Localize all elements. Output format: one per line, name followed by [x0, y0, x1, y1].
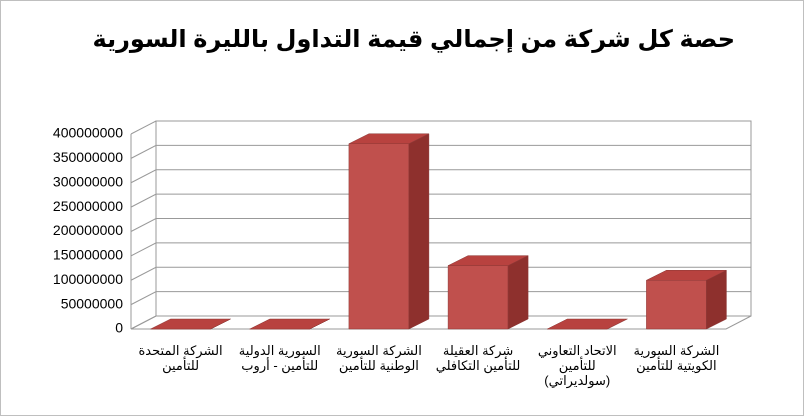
y-tick-label: 150000000: [53, 247, 123, 263]
y-tick-label: 100000000: [53, 271, 123, 287]
bar-top: [348, 133, 430, 144]
x-tick-label: شركة العقيلة للتأمين التكافلي: [435, 343, 521, 373]
grid-line: [130, 144, 751, 159]
bar: [348, 133, 430, 330]
y-tick-label: 200000000: [53, 222, 123, 238]
bar-top: [646, 270, 727, 281]
bar-top: [150, 318, 231, 330]
grid-line: [130, 218, 751, 232]
x-tick-label: الشركة السورية الوطنية للتأمين: [335, 343, 422, 373]
chart-title: حصة كل شركة من إجمالي قيمة التداول باللي…: [92, 26, 735, 53]
bar: [249, 318, 330, 330]
bar: [646, 269, 727, 330]
bar: [547, 318, 628, 330]
grid-line: [130, 291, 751, 306]
bar-front: [447, 265, 509, 330]
bar-side: [706, 269, 727, 330]
grid-line: [130, 193, 751, 208]
bar-side: [408, 133, 430, 330]
x-tick-label: الشركة السورية الكويتية للتأمين: [633, 343, 720, 373]
bar-front: [348, 143, 410, 330]
grid-line: [130, 315, 751, 330]
y-tick-label: 350000000: [53, 149, 123, 165]
bar-top: [547, 318, 628, 330]
y-tick-label: 0: [115, 320, 123, 336]
y-tick-label: 300000000: [53, 173, 123, 189]
bar-top: [249, 318, 330, 330]
bar: [447, 255, 529, 330]
y-tick-label: 400000000: [53, 125, 123, 141]
bar-side: [507, 255, 529, 330]
grid-line: [130, 242, 751, 257]
grid-line: [130, 120, 751, 135]
y-tick-label: 50000000: [61, 295, 124, 311]
bar-front: [646, 280, 707, 330]
y-tick-label: 250000000: [53, 198, 123, 214]
bar: [150, 318, 231, 330]
x-tick-label: الشركة المتحدة للتأمين: [138, 343, 223, 373]
x-tick-label: السورية الدولية للتأمين - أروب: [238, 343, 321, 373]
grid-line: [130, 169, 751, 184]
grid-line: [130, 266, 751, 281]
x-tick-label: الاتحاد التعاوني للتأمين (سولديراتي): [537, 343, 617, 388]
bar-top: [447, 255, 529, 266]
